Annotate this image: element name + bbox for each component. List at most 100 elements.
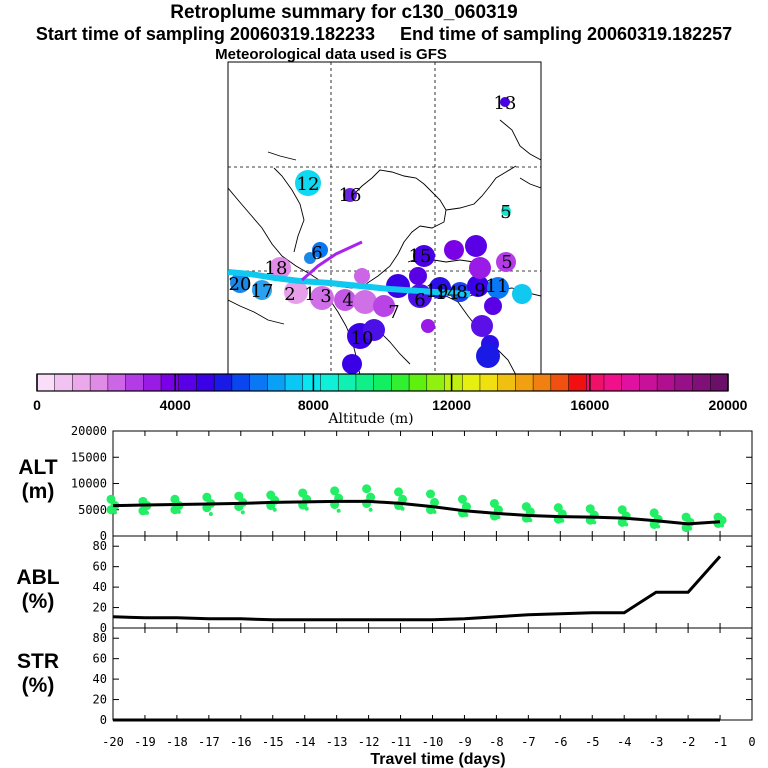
map-day-label: 2 bbox=[284, 284, 295, 305]
plume-point bbox=[363, 319, 385, 341]
x-axis-label: Travel time (days) bbox=[370, 751, 505, 768]
plume-point bbox=[444, 240, 464, 260]
map-day-label: 5 bbox=[500, 202, 511, 223]
colorbar-cell bbox=[373, 374, 392, 391]
colorbar-cell bbox=[125, 374, 144, 391]
str-label-line1: STR bbox=[17, 650, 59, 673]
map-day-label: 19 bbox=[426, 281, 449, 302]
colorbar-ticks: 0 4000 8000 12000 16000 20000 bbox=[33, 374, 748, 413]
x-tick-label: -17 bbox=[198, 735, 220, 749]
colorbar-cell bbox=[302, 374, 321, 391]
alt-ytick-label: 20000 bbox=[71, 424, 107, 438]
alt-scatter-point bbox=[624, 522, 629, 527]
colorbar-cell bbox=[444, 374, 463, 391]
map-day-label: 12 bbox=[297, 174, 320, 195]
alt-scatter-point bbox=[394, 487, 404, 497]
colorbar-cell bbox=[657, 374, 676, 391]
alt-scatter-point bbox=[170, 494, 180, 504]
colorbar-cell bbox=[515, 374, 534, 391]
plume-point bbox=[421, 319, 435, 333]
alt-scatter-point bbox=[366, 492, 376, 502]
alt-scatter-point bbox=[202, 492, 212, 502]
alt-scatter-point bbox=[656, 524, 661, 529]
alt-scatter-point bbox=[298, 488, 308, 498]
x-tick-label: -16 bbox=[230, 735, 252, 749]
alt-yticks: 20000 15000 10000 5000 0 bbox=[71, 424, 753, 543]
map-day-label: 10 bbox=[351, 328, 374, 349]
x-tick-label: -5 bbox=[585, 735, 599, 749]
alt-scatter-point bbox=[585, 504, 595, 514]
plume-point bbox=[496, 252, 516, 272]
str-ytick-label: 40 bbox=[93, 672, 107, 686]
alt-scatter-point bbox=[266, 490, 276, 500]
x-tick-label: -14 bbox=[294, 735, 316, 749]
colorbar-label: Altitude (m) bbox=[327, 411, 413, 427]
plume-point bbox=[354, 268, 370, 284]
plume-point bbox=[373, 295, 395, 317]
colorbar-cell bbox=[533, 374, 552, 391]
map-day-label: 15 bbox=[409, 246, 432, 267]
alt-scatter-point bbox=[592, 520, 597, 525]
plume-point bbox=[476, 344, 500, 368]
map-day-label: 18 bbox=[265, 258, 288, 279]
plume-point bbox=[500, 97, 510, 107]
plume-point bbox=[269, 257, 291, 279]
x-tick-label: -20 bbox=[102, 735, 124, 749]
alt-panel-label: ALT (m) bbox=[6, 456, 70, 504]
abl-panel-frame bbox=[112, 535, 753, 629]
plume-point bbox=[343, 188, 357, 202]
colorbar-cell bbox=[285, 374, 304, 391]
map-day-label: 20 bbox=[229, 274, 252, 295]
plume-point bbox=[469, 257, 491, 279]
trajectory-main bbox=[228, 269, 471, 297]
colorbar-cell bbox=[107, 374, 127, 391]
colorbar-cell bbox=[586, 374, 605, 391]
colorbar-cell bbox=[355, 374, 375, 391]
colorbar-cell bbox=[692, 374, 711, 391]
colorbar-cell bbox=[479, 374, 499, 391]
alt-scatter-point bbox=[272, 507, 277, 512]
str-label-line2: (%) bbox=[21, 674, 55, 697]
alt-line bbox=[112, 499, 721, 526]
x-tick-label: -8 bbox=[489, 735, 503, 749]
colorbar-cell bbox=[231, 374, 251, 391]
abl-label-line1: ABL bbox=[16, 566, 60, 589]
alt-scatter-point bbox=[330, 486, 340, 496]
str-panel-label: STR (%) bbox=[6, 650, 70, 698]
colorbar-cell bbox=[72, 374, 91, 391]
plume-point bbox=[252, 280, 272, 300]
alt-scatter-point bbox=[521, 502, 531, 512]
alt-scatter-point bbox=[113, 510, 117, 515]
x-tick-label: -4 bbox=[617, 735, 631, 749]
alt-scatter-point bbox=[461, 502, 471, 512]
x-tick-label: -3 bbox=[649, 735, 663, 749]
alt-scatter-point bbox=[368, 507, 373, 512]
map-day-label: 5 bbox=[501, 252, 512, 273]
alt-scatter-point bbox=[681, 512, 691, 522]
colorbar-cell bbox=[621, 374, 640, 391]
x-tick-label: -6 bbox=[553, 735, 567, 749]
colorbar-cell bbox=[196, 374, 215, 391]
colorbar-cell bbox=[320, 374, 339, 391]
colorbar-cell bbox=[462, 374, 481, 391]
abl-ytick-label: 0 bbox=[100, 621, 107, 635]
x-tick-label: -13 bbox=[326, 735, 348, 749]
map-day-label: 6 bbox=[311, 243, 322, 264]
plume-point bbox=[334, 289, 356, 311]
colorbar-cell bbox=[249, 374, 268, 391]
colorbar-tick-label: 0 bbox=[33, 397, 41, 413]
colorbar-cell bbox=[603, 374, 623, 391]
trajectory-lines bbox=[228, 240, 471, 297]
plume-point bbox=[353, 290, 377, 314]
plume-point bbox=[230, 273, 250, 293]
colorbar-cell bbox=[391, 374, 410, 391]
colorbar-cell bbox=[710, 374, 729, 391]
plume-point bbox=[342, 354, 362, 374]
str-ytick-label: 20 bbox=[93, 693, 107, 707]
alt-scatter-point bbox=[553, 503, 563, 513]
colorbar-cell bbox=[54, 374, 73, 391]
alt-scatter-point bbox=[430, 497, 439, 507]
colorbar-cell bbox=[338, 374, 357, 391]
alt-scatter-point bbox=[720, 523, 725, 528]
